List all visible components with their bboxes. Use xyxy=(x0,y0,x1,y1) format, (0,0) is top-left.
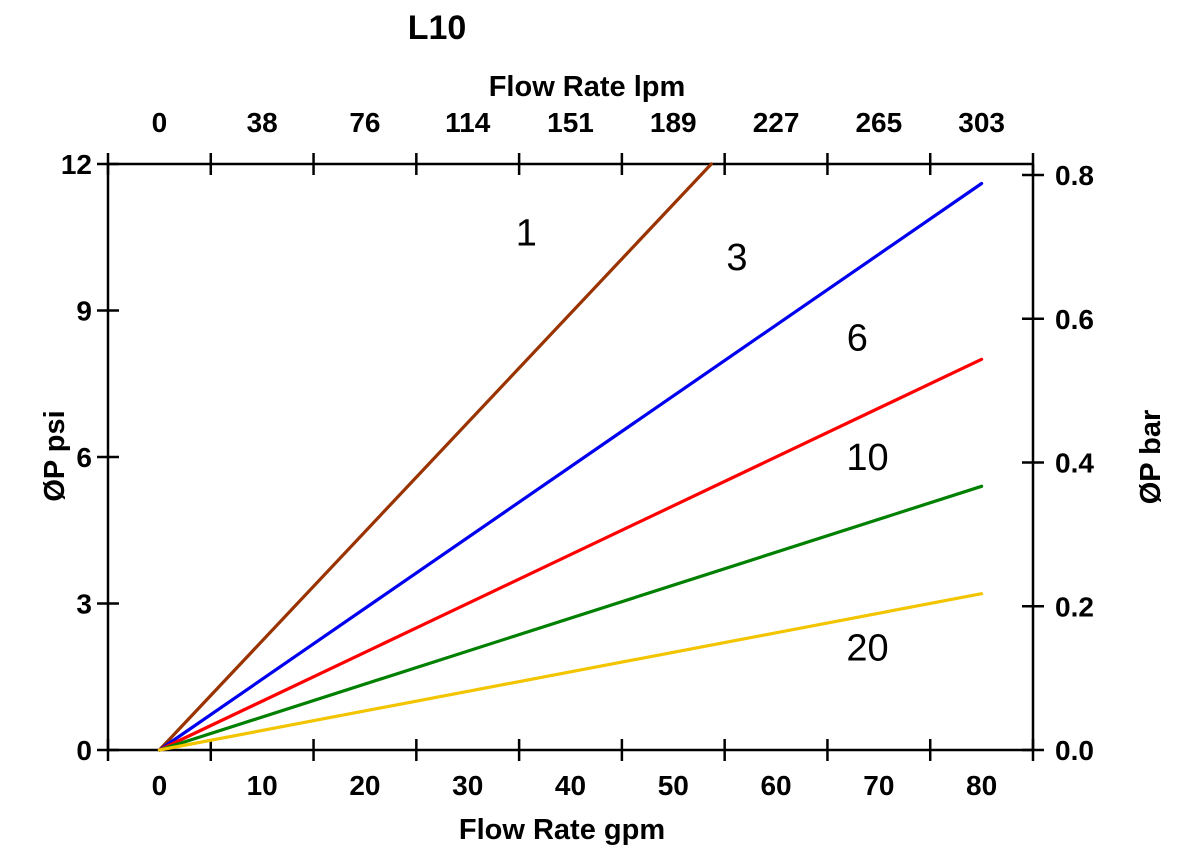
bottom-tick-label: 80 xyxy=(966,770,997,801)
top-tick-label: 76 xyxy=(349,107,380,138)
bottom-tick-label: 40 xyxy=(555,770,586,801)
bottom-tick-label: 10 xyxy=(247,770,278,801)
left-tick-label: 0 xyxy=(76,735,92,766)
right-tick-label: 0.0 xyxy=(1055,735,1094,766)
bottom-tick-label: 60 xyxy=(760,770,791,801)
top-tick-label: 303 xyxy=(958,107,1005,138)
top-tick-label: 0 xyxy=(152,107,168,138)
series-labels: 1 3 6 10 20 xyxy=(516,212,889,669)
right-tick-label: 0.2 xyxy=(1055,591,1094,622)
series-line-10 xyxy=(157,484,984,752)
chart-title: L10 xyxy=(408,9,467,47)
top-tick-label: 38 xyxy=(247,107,278,138)
top-tick-label: 265 xyxy=(855,107,902,138)
top-tick-label: 114 xyxy=(445,107,491,138)
series-lines xyxy=(157,162,984,752)
left-axis-title: ØP psi xyxy=(39,410,71,501)
top-tick-label: 151 xyxy=(547,107,594,138)
series-line-1 xyxy=(157,162,713,752)
bottom-tick-label: 50 xyxy=(658,770,689,801)
series-label-6: 6 xyxy=(847,317,868,359)
bottom-tick-label: 0 xyxy=(152,770,168,801)
left-tick-label: 12 xyxy=(61,149,92,180)
top-tick-label: 189 xyxy=(650,107,697,138)
series-label-20: 20 xyxy=(846,628,888,670)
left-tick-label: 6 xyxy=(76,442,92,473)
series-line-20 xyxy=(157,592,984,752)
top-axis-title: Flow Rate lpm xyxy=(489,71,686,103)
series-label-1: 1 xyxy=(516,212,537,254)
series-label-10: 10 xyxy=(846,437,888,479)
series-line-6 xyxy=(157,357,984,752)
bottom-tick-label: 20 xyxy=(349,770,380,801)
right-tick-label: 0.6 xyxy=(1055,304,1094,335)
right-tick-label: 0.8 xyxy=(1055,160,1094,191)
axes: 0010382076301144015150189602277026580303… xyxy=(61,107,1095,801)
left-tick-label: 9 xyxy=(76,296,92,327)
top-tick-label: 227 xyxy=(753,107,800,138)
bottom-tick-label: 30 xyxy=(452,770,483,801)
series-label-3: 3 xyxy=(726,237,747,279)
right-tick-label: 0.4 xyxy=(1055,448,1094,479)
bottom-axis-title: Flow Rate gpm xyxy=(459,814,665,846)
left-tick-label: 3 xyxy=(76,589,92,620)
bottom-tick-label: 70 xyxy=(863,770,894,801)
right-axis-title: ØP bar xyxy=(1135,410,1167,505)
series-line-3 xyxy=(157,181,984,752)
